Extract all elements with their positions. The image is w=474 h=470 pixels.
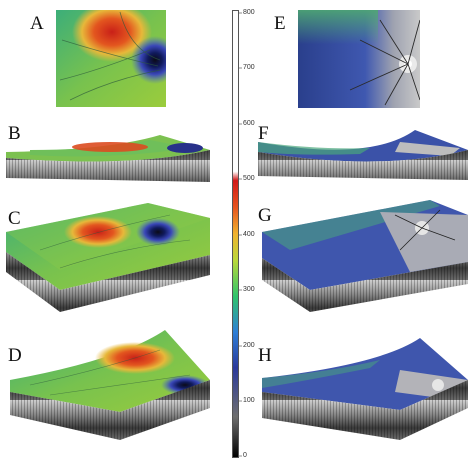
panel-a-map [56, 10, 166, 107]
panel-h-block [262, 338, 468, 440]
colorbar-tick-600: 600 [243, 120, 255, 127]
colorbar [232, 10, 239, 458]
panel-label-h: H [258, 345, 272, 366]
panel-g-block [262, 200, 468, 312]
colorbar-tick-300: 300 [243, 286, 255, 293]
panel-b-slab [6, 135, 210, 182]
panel-label-a: A [30, 13, 44, 34]
panel-label-g: G [258, 205, 272, 226]
panel-label-f: F [258, 123, 269, 144]
panel-e-map [298, 10, 420, 108]
colorbar-tick-400: 400 [243, 231, 255, 238]
panel-label-d: D [8, 345, 22, 366]
panel-label-b: B [8, 123, 21, 144]
colorbar-tick-0: 0 [243, 452, 247, 459]
panel-label-c: C [8, 208, 21, 229]
panel-d-block [10, 330, 210, 440]
panel-f-slab [258, 130, 468, 180]
panel-c-block [6, 203, 210, 312]
colorbar-tick-800: 800 [243, 9, 255, 16]
colorbar-tick-200: 200 [243, 342, 255, 349]
colorbar-tick-500: 500 [243, 175, 255, 182]
colorbar-tick-100: 100 [243, 397, 255, 404]
colorbar-tick-700: 700 [243, 64, 255, 71]
panel-label-e: E [274, 13, 286, 34]
